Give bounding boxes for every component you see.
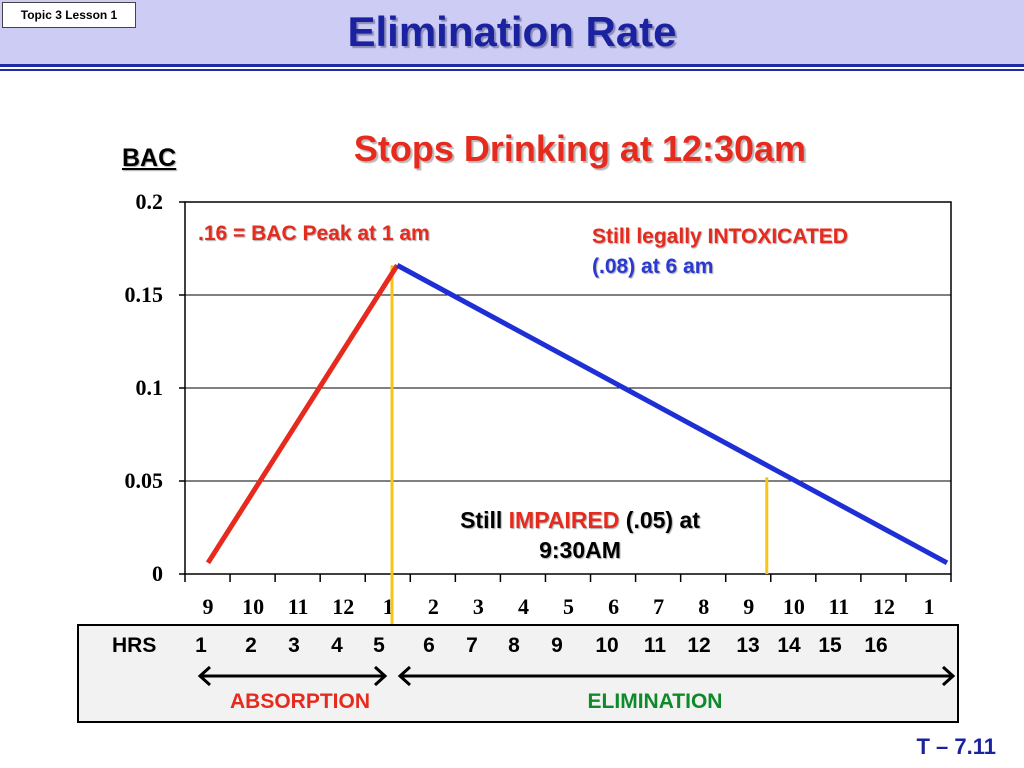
hour-number: 7 xyxy=(466,634,478,657)
hour-number: 6 xyxy=(423,634,435,657)
slide-number: T – 7.11 xyxy=(916,734,996,759)
hour-number: 3 xyxy=(288,634,300,657)
absorption-label: ABSORPTION xyxy=(229,690,371,713)
hour-number: 5 xyxy=(373,634,385,657)
absorption-arrow-left-head xyxy=(197,665,212,687)
impaired-annotation-line2: 9:30AM xyxy=(539,537,621,563)
x-tick-label: 2 xyxy=(428,594,439,619)
series-line-1 xyxy=(205,263,400,565)
y-tick-label: 0.1 xyxy=(136,375,164,400)
hour-number: 9 xyxy=(551,634,563,657)
x-tick-label: 9 xyxy=(743,594,754,619)
x-tick-label: 1 xyxy=(383,594,394,619)
impaired-word: IMPAIRED xyxy=(508,507,620,533)
x-tick-label: 4 xyxy=(518,594,529,619)
impaired-annotation-line1: Still IMPAIRED (.05) at xyxy=(420,505,740,535)
x-tick-label: 9 xyxy=(203,594,214,619)
y-tick-label: 0.05 xyxy=(125,468,164,493)
elimination-arrow-left-head xyxy=(397,665,412,687)
y-tick-label: 0.15 xyxy=(125,282,164,307)
page-title: Elimination Rate xyxy=(347,8,677,55)
series-line-2 xyxy=(396,263,949,566)
elimination-arrow-right-head xyxy=(941,665,956,687)
lesson-tag: Topic 3 Lesson 1 xyxy=(2,2,136,28)
absorption-arrow-right-head xyxy=(373,665,388,687)
legal-annotation-line2: (.08) at 6 am xyxy=(592,255,714,278)
x-tick-label: 11 xyxy=(288,594,309,619)
x-tick-label: 3 xyxy=(473,594,484,619)
x-tick-label: 12 xyxy=(873,594,895,619)
x-tick-label: 12 xyxy=(332,594,354,619)
header-rule xyxy=(0,64,1024,67)
hour-number: 1 xyxy=(195,634,207,657)
impaired-annotation: Still IMPAIRED (.05) at 9:30AM xyxy=(420,505,740,565)
x-tick-label: 7 xyxy=(653,594,664,619)
impaired-pre: Still xyxy=(460,507,509,533)
elimination-label: ELIMINATION xyxy=(587,690,723,713)
legal-annotation: Still legally INTOXICATED (.08) at 6 am xyxy=(592,222,848,282)
y-tick-label: 0 xyxy=(152,561,163,586)
hour-number: 2 xyxy=(245,634,257,657)
x-tick-label: 5 xyxy=(563,594,574,619)
x-tick-label: 6 xyxy=(608,594,619,619)
x-tick-label: 1 xyxy=(924,594,935,619)
peak-annotation: .16 = BAC Peak at 1 am xyxy=(198,222,430,245)
impaired-post: (.05) at xyxy=(619,507,700,533)
y-tick-label: 0.2 xyxy=(136,189,164,214)
hour-number: 12 xyxy=(687,634,711,657)
hour-number: 8 xyxy=(508,634,520,657)
x-tick-label: 10 xyxy=(242,594,264,619)
legal-annotation-line1: Still legally INTOXICATED xyxy=(592,225,848,248)
y-axis-label: BAC xyxy=(122,144,177,172)
hours-table xyxy=(77,624,959,723)
header-rule-2 xyxy=(0,69,1024,71)
hour-number: 16 xyxy=(864,634,888,657)
x-tick-label: 8 xyxy=(698,594,709,619)
x-tick-label: 11 xyxy=(828,594,849,619)
x-tick-label: 10 xyxy=(783,594,805,619)
hour-number: 13 xyxy=(736,634,760,657)
header-band xyxy=(0,0,1024,64)
hour-number: 11 xyxy=(643,634,667,657)
hours-label: HRS xyxy=(112,634,157,657)
hour-number: 10 xyxy=(595,634,619,657)
hour-number: 14 xyxy=(777,634,801,657)
hour-number: 15 xyxy=(818,634,842,657)
hour-number: 4 xyxy=(331,634,343,657)
chart-title: Stops Drinking at 12:30am xyxy=(353,128,807,169)
